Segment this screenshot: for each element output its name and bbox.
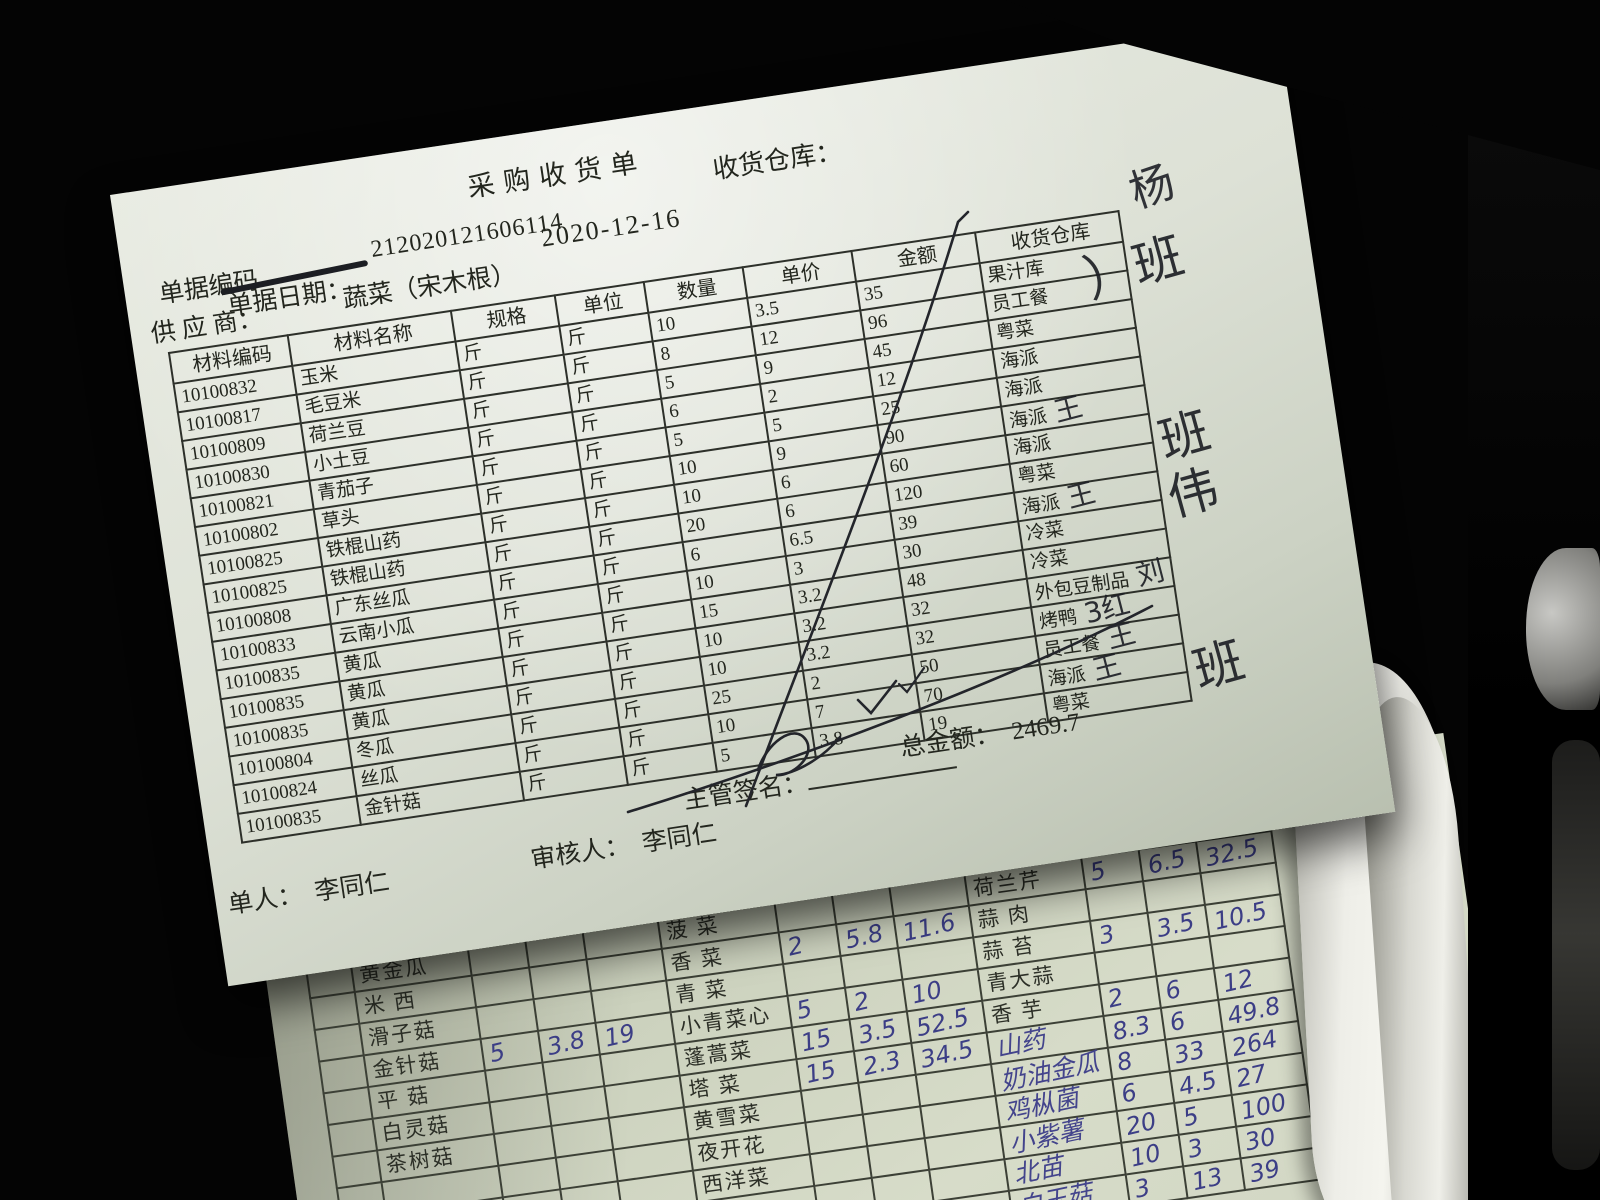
handwriting-mark: 伟 [1161,458,1225,528]
handwritten-entry: 3 [1131,1172,1153,1200]
handwritten-entry: 4.5 [1175,1065,1220,1102]
handwritten-entry: 2 [784,930,806,962]
handwritten-entry: 15 [798,1022,835,1057]
handwriting-mark: 刘 [1132,552,1168,592]
handwritten-entry: 3 [1096,918,1118,950]
background-gray-streak [1552,740,1600,1170]
handwritten-entry: 5 [793,993,815,1025]
handwritten-entry: 10.5 [1211,895,1270,936]
handwritten-entry: 6.5 [1144,843,1189,880]
handwritten-entry: 52.5 [913,1002,972,1042]
printed-item-name: 塔 菜 [687,1071,744,1103]
handwriting-mark: 王 [1063,475,1099,515]
handwritten-entry: 32.5 [1202,832,1261,872]
handwritten-entry: 6 [1162,974,1184,1005]
preparer-name: 李同仁 [312,868,392,907]
handwritten-entry: 8.3 [1109,1009,1154,1046]
handwritten-entry: 3.8 [544,1024,588,1061]
handwritten-entry: 5 [1180,1100,1202,1132]
handwritten-entry: 12 [1220,963,1257,998]
document-title: 采购收货单 [465,146,649,203]
handwriting-mark: 班 [1152,401,1217,471]
handwritten-entry: 13 [1189,1161,1226,1196]
handwritten-entry: 5 [1087,855,1109,887]
printed-item-name: 香 芋 [989,996,1046,1028]
handwritten-entry: 6 [1118,1077,1140,1109]
handwritten-entry: 39 [1246,1153,1283,1188]
handwritten-entry: 2 [851,985,873,1017]
handwritten-entry: 15 [802,1054,839,1089]
handwritten-entry: 3 [1184,1132,1206,1164]
total-amount-value: 2469.7 [1009,708,1082,746]
handwritten-entry: 5.8 [842,918,886,955]
handwritten-entry: 264 [1229,1023,1280,1062]
handwritten-entry: 8 [1113,1045,1136,1077]
reviewer-name: 李同仁 [640,819,719,858]
handwritten-entry: 5 [486,1036,508,1068]
printed-item-name: 青 菜 [673,976,730,1008]
handwritten-entry: 10 [908,974,945,1010]
handwritten-entry: 2.3 [860,1044,904,1081]
handwriting-mark: 王 [1088,647,1125,687]
printed-item-name: 蒜 苔 [980,932,1037,965]
handwritten-entry: 2 [1105,982,1127,1014]
handwritten-entry: 3.5 [1153,906,1198,943]
printed-item-name: 蒜 肉 [976,901,1033,933]
printed-item-name: 米 西 [362,987,419,1019]
handwritten-entry: 6 [1166,1005,1189,1037]
handwriting-mark: 王 [1050,389,1086,429]
handwritten-entry: 34.5 [917,1034,977,1074]
handwritten-entry: 10 [1127,1137,1164,1173]
printed-item-name: 平 菇 [375,1082,432,1114]
background-gray-object [1526,548,1600,710]
printed-item-name: 香 菜 [669,944,726,976]
warehouse-label: 收货仓库： [710,136,844,185]
price-cell: 13 [1183,1158,1246,1199]
handwritten-entry: 19 [601,1017,638,1053]
doc-number-value: 212020121606114 [369,208,565,263]
handwritten-entry: 100 [1237,1087,1289,1125]
handwritten-entry: 27 [1233,1058,1270,1093]
handwritten-entry: 33 [1171,1034,1208,1069]
handwritten-entry: 山药 [992,1023,1048,1063]
handwriting-mark: 王 [1103,615,1139,655]
handwritten-entry: 3.5 [855,1013,900,1050]
handwriting-mark: 班 [1186,630,1251,700]
handwriting-mark: 杨 [1123,156,1182,219]
handwritten-entry: 11.6 [899,907,959,947]
preparer: 单人： 李同仁 [226,868,392,920]
handwritten-entry: 49.8 [1224,990,1284,1031]
handwritten-entry: 30 [1242,1121,1279,1156]
handwritten-entry: 北苗 [1010,1150,1066,1190]
reviewer: 审核人： 李同仁 [529,819,719,874]
handwritten-entry: 20 [1122,1106,1160,1141]
